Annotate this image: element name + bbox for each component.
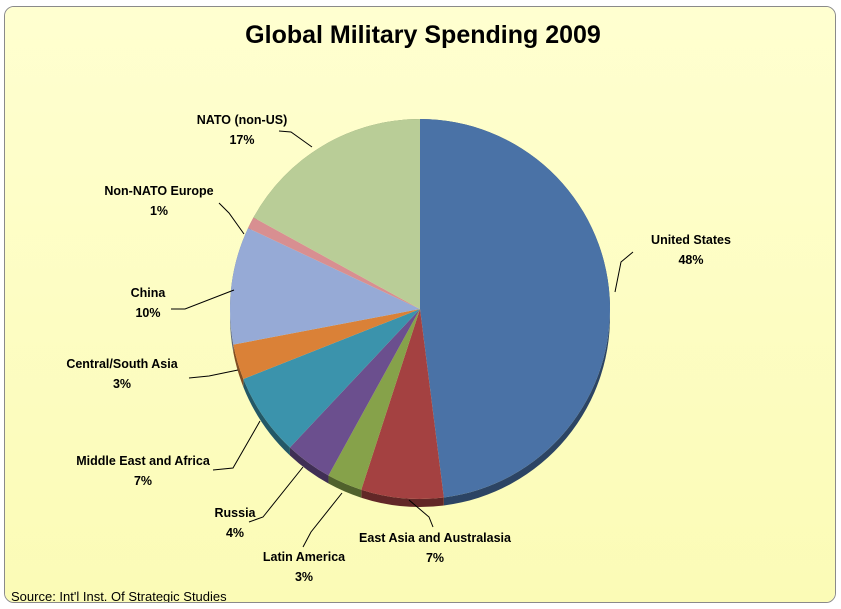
pie-slices	[230, 119, 611, 500]
slice-russia	[289, 309, 420, 476]
slice-label-east-asia-and-australasia: East Asia and Australasia	[359, 531, 512, 545]
slice-labels: United States 48% East Asia and Australasi…	[66, 113, 731, 584]
slice-non-nato-europe	[248, 217, 420, 309]
slice-edge-latin-america	[328, 475, 362, 498]
slice-label-non-nato-europe: Non-NATO Europe	[104, 184, 213, 198]
leader-line-east-asia-and-australasia	[408, 499, 434, 528]
leader-line-russia	[248, 466, 304, 523]
slice-latin-america	[328, 309, 420, 490]
slice-label-nato-non-us: NATO (non-US)	[197, 113, 288, 127]
leader-line-united-states	[614, 251, 634, 293]
slice-value-nato-non-us: 17%	[229, 133, 254, 147]
slice-value-east-asia-and-australasia: 7%	[426, 551, 444, 565]
slice-value-united-states: 48%	[678, 253, 703, 267]
chart-title: Global Military Spending 2009	[245, 21, 601, 49]
slice-label-latin-america: Latin America	[263, 550, 346, 564]
slice-label-middle-east-and-africa: Middle East and Africa	[76, 454, 211, 468]
slice-value-non-nato-europe: 1%	[150, 204, 168, 218]
leader-line-central-south-asia	[188, 369, 239, 379]
slice-label-united-states: United States	[651, 233, 731, 247]
slice-label-china: China	[131, 286, 167, 300]
slice-value-latin-america: 3%	[295, 570, 313, 584]
source-note: Source: Int'l Inst. Of Strategic Studies	[11, 589, 227, 603]
slice-edge-middle-east-and-africa	[243, 378, 290, 456]
slice-united-states	[420, 119, 611, 498]
slice-china	[230, 228, 420, 345]
slice-edge-east-asia-and-australasia	[361, 489, 444, 508]
slice-value-central-south-asia: 3%	[113, 377, 131, 391]
leader-line-nato-non-us	[278, 130, 313, 148]
slice-east-asia-and-australasia	[361, 309, 444, 500]
chart-frame: Global Military Spending 2009 United Sta…	[4, 6, 836, 603]
slice-central-south-asia	[233, 309, 420, 379]
leader-lines	[171, 130, 634, 548]
leader-line-middle-east-and-africa	[212, 420, 261, 471]
slice-nato-non-us	[253, 119, 420, 309]
leader-line-latin-america	[302, 492, 343, 548]
pie-chart: Global Military Spending 2009 United Sta…	[5, 7, 835, 603]
slice-edge-russia	[289, 447, 329, 484]
leader-line-non-nato-europe	[218, 202, 245, 235]
slice-label-central-south-asia: Central/South Asia	[66, 357, 178, 371]
slice-label-russia: Russia	[215, 506, 257, 520]
slice-middle-east-and-africa	[243, 309, 420, 448]
slice-value-middle-east-and-africa: 7%	[134, 474, 152, 488]
slice-edge-central-south-asia	[233, 344, 244, 387]
slice-value-russia: 4%	[226, 526, 244, 540]
slice-value-china: 10%	[135, 306, 160, 320]
leader-line-china	[171, 289, 235, 310]
